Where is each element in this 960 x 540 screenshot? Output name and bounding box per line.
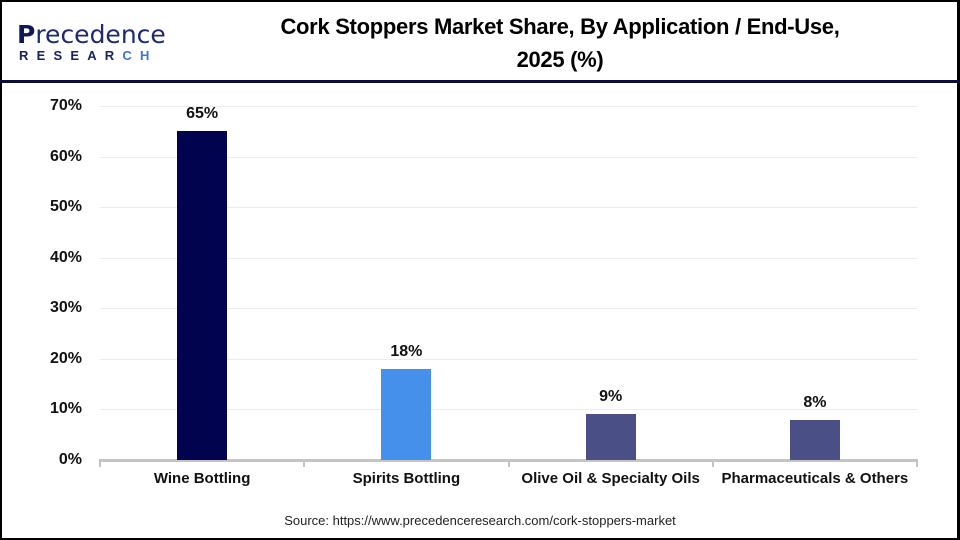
y-tick-label: 70% — [49, 97, 82, 114]
precedence-research-logo: Precedence RESEARCH — [17, 20, 167, 64]
x-tick-mark — [507, 459, 510, 467]
gridline — [100, 409, 917, 411]
x-tick-mark — [99, 459, 101, 467]
chart-title-line1: Cork Stoppers Market Share, By Applicati… — [280, 14, 840, 39]
gridline — [100, 308, 917, 310]
gridline — [100, 106, 917, 107]
y-tick-label: 50% — [49, 198, 82, 216]
logo-bottom-accent: CH — [122, 48, 158, 63]
source-note: Source: https://www.precedenceresearch.c… — [284, 513, 676, 528]
x-category-label: Spirits Bottling — [352, 470, 461, 487]
x-tick-mark — [303, 459, 306, 467]
logo-top-text: recedence — [35, 20, 166, 49]
bar-value-label: 9% — [599, 388, 623, 406]
logo-initial: P — [17, 20, 36, 49]
logo-wordmark: Precedence — [17, 20, 166, 49]
y-tick-label: 40% — [49, 248, 82, 266]
y-tick-label: 0% — [58, 451, 82, 468]
x-category-label: Pharmaceuticals & Others — [721, 470, 909, 487]
x-tick-mark — [711, 459, 714, 467]
x-category-label: Wine Bottling — [153, 470, 251, 487]
bar-wine-bottling — [177, 131, 228, 460]
gridline — [100, 207, 917, 209]
x-category-label: Olive Oil & Specialty Oils — [521, 470, 700, 487]
gridline — [100, 156, 917, 158]
gridline — [100, 257, 917, 259]
bar-spirits-bottling — [381, 368, 432, 460]
bar-pharmaceuticals-others — [789, 419, 840, 460]
logo-subtext: RESEARCH — [19, 48, 158, 63]
bar-value-label: 18% — [390, 342, 423, 360]
y-tick-label: 60% — [49, 147, 82, 165]
chart-title-line2: 2025 (%) — [516, 47, 604, 72]
bar-value-label: 8% — [803, 393, 827, 411]
y-tick-label: 30% — [49, 299, 82, 317]
chart-title: Cork Stoppers Market Share, By Applicati… — [235, 10, 885, 76]
y-tick-label: 10% — [49, 400, 82, 418]
gridline — [100, 358, 917, 360]
logo-bottom-main: RESEAR — [19, 48, 123, 63]
bar-value-label: 65% — [186, 105, 219, 123]
header: Precedence RESEARCH Cork Stoppers Market… — [0, 0, 960, 83]
x-tick-mark — [916, 459, 918, 467]
y-tick-label: 20% — [49, 349, 82, 367]
bar-olive-oil-specialty-oils — [585, 414, 636, 460]
